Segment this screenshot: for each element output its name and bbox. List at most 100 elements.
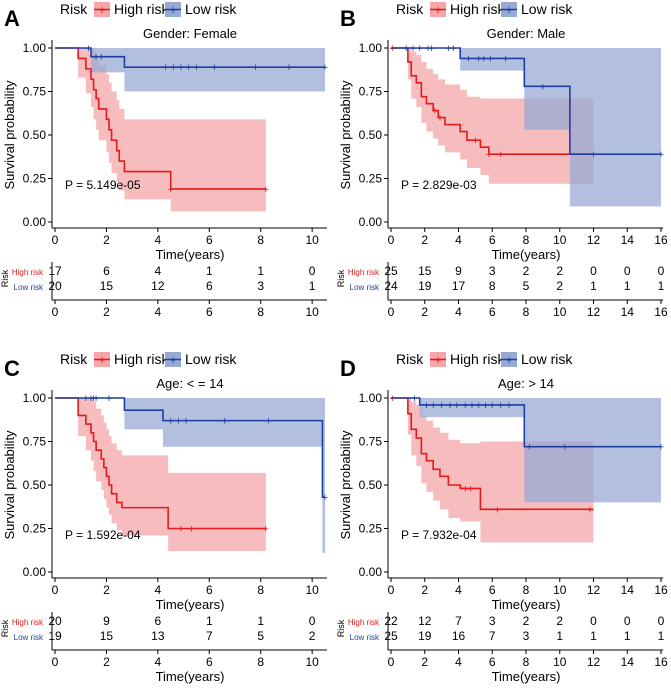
x-axis-title: Time(years) bbox=[492, 597, 561, 612]
risk-count: 15 bbox=[418, 264, 432, 278]
censor-mark: + bbox=[476, 53, 482, 65]
censor-mark: + bbox=[389, 393, 395, 405]
risk-x-tick-label: 10 bbox=[553, 305, 567, 319]
risk-count: 2 bbox=[556, 614, 563, 628]
risk-x-tick-label: 8 bbox=[523, 305, 530, 319]
censor-mark: + bbox=[167, 184, 173, 196]
x-tick-label: 12 bbox=[587, 233, 601, 247]
risk-count: 25 bbox=[384, 629, 398, 643]
x-tick-label: 0 bbox=[388, 233, 395, 247]
ci-band-low-risk bbox=[391, 48, 661, 207]
risk-count: 6 bbox=[206, 279, 213, 293]
risk-x-tick-label: 6 bbox=[489, 655, 496, 669]
risk-x-tick-label: 8 bbox=[257, 305, 264, 319]
y-axis-title: Survival probability bbox=[2, 80, 17, 190]
ci-band-low-risk bbox=[55, 398, 325, 553]
x-tick-label: 6 bbox=[489, 583, 496, 597]
censor-mark: + bbox=[428, 43, 434, 55]
x-tick-label: 10 bbox=[305, 583, 319, 597]
risk-count: 16 bbox=[452, 629, 466, 643]
censor-mark: + bbox=[487, 53, 493, 65]
legend-item-label: Low risk bbox=[521, 1, 573, 17]
risk-count: 17 bbox=[48, 264, 62, 278]
legend-item-label: Low risk bbox=[185, 351, 237, 367]
risk-count: 1 bbox=[590, 279, 597, 293]
censor-mark: + bbox=[410, 43, 416, 55]
censor-mark: + bbox=[322, 492, 328, 504]
panel-label: A bbox=[4, 6, 20, 31]
y-tick-label: 0.25 bbox=[359, 522, 383, 536]
risk-x-tick-label: 8 bbox=[257, 655, 264, 669]
chart-subtitle: Gender: Male bbox=[487, 26, 566, 41]
censor-mark: + bbox=[170, 62, 176, 74]
legend-title: Risk bbox=[60, 1, 88, 17]
risk-x-tick-label: 2 bbox=[103, 305, 110, 319]
legend-key-plus: + bbox=[434, 353, 441, 367]
risk-count: 7 bbox=[455, 614, 462, 628]
risk-count: 3 bbox=[489, 264, 496, 278]
censor-mark: + bbox=[587, 504, 593, 516]
censor-mark: + bbox=[450, 43, 456, 55]
risk-x-tick-label: 10 bbox=[305, 655, 319, 669]
censor-mark: + bbox=[188, 524, 194, 536]
risk-count: 6 bbox=[155, 614, 162, 628]
risk-x-tick-label: 10 bbox=[553, 655, 567, 669]
p-value: P = 1.592e-04 bbox=[65, 528, 141, 542]
legend-key-plus: + bbox=[98, 353, 105, 367]
risk-count: 2 bbox=[309, 629, 316, 643]
legend-item-label: High risk bbox=[450, 1, 505, 17]
chart-subtitle: Gender: Female bbox=[143, 26, 237, 41]
risk-count: 6 bbox=[103, 264, 110, 278]
censor-mark: + bbox=[193, 62, 199, 74]
risk-count: 13 bbox=[151, 629, 165, 643]
censor-mark: + bbox=[462, 400, 468, 412]
survival-curve-high-risk bbox=[55, 397, 266, 530]
censor-mark: + bbox=[322, 62, 328, 74]
chart-subtitle: Age: < = 14 bbox=[156, 376, 223, 391]
censor-mark: + bbox=[183, 416, 189, 428]
risk-count: 0 bbox=[658, 264, 665, 278]
x-tick-label: 2 bbox=[421, 233, 428, 247]
risk-x-tick-label: 2 bbox=[421, 305, 428, 319]
censor-mark: + bbox=[445, 43, 451, 55]
risk-x-tick-label: 2 bbox=[103, 655, 110, 669]
censor-mark: + bbox=[503, 53, 509, 65]
legend-key-plus: + bbox=[505, 353, 512, 367]
survival-curve-high-risk bbox=[391, 47, 594, 155]
risk-x-axis-title: Time(years) bbox=[492, 669, 561, 684]
y-tick-label: 0.25 bbox=[23, 522, 47, 536]
p-value: P = 5.149e-05 bbox=[65, 178, 141, 192]
risk-x-tick-label: 2 bbox=[421, 655, 428, 669]
risk-count: 3 bbox=[489, 614, 496, 628]
censor-mark: + bbox=[423, 400, 429, 412]
risk-count: 5 bbox=[523, 279, 530, 293]
censor-mark: + bbox=[411, 393, 417, 405]
risk-count: 1 bbox=[590, 629, 597, 643]
x-tick-label: 4 bbox=[155, 583, 162, 597]
x-tick-label: 10 bbox=[553, 583, 567, 597]
censor-mark: + bbox=[430, 400, 436, 412]
legend-item-label: High risk bbox=[450, 351, 505, 367]
panel-label: C bbox=[4, 356, 20, 381]
x-tick-label: 14 bbox=[621, 233, 635, 247]
x-tick-label: 8 bbox=[523, 233, 530, 247]
p-value: P = 7.932e-04 bbox=[401, 528, 477, 542]
risk-count: 1 bbox=[257, 264, 264, 278]
risk-table-axis-title: Risk bbox=[0, 619, 10, 637]
panel-label: B bbox=[340, 6, 356, 31]
censor-mark: + bbox=[497, 400, 503, 412]
x-tick-label: 2 bbox=[103, 583, 110, 597]
risk-count: 0 bbox=[590, 614, 597, 628]
risk-x-tick-label: 14 bbox=[621, 305, 635, 319]
risk-count: 12 bbox=[418, 614, 432, 628]
y-tick-label: 1.00 bbox=[359, 391, 383, 405]
ci-band-low-risk bbox=[55, 48, 325, 92]
risk-count: 24 bbox=[384, 279, 398, 293]
censor-mark: + bbox=[83, 393, 89, 405]
censor-mark: + bbox=[263, 524, 269, 536]
y-tick-label: 0.00 bbox=[23, 565, 47, 579]
risk-count: 2 bbox=[556, 279, 563, 293]
x-tick-label: 4 bbox=[455, 233, 462, 247]
x-axis-title: Time(years) bbox=[156, 597, 225, 612]
y-tick-label: 0.75 bbox=[23, 85, 47, 99]
